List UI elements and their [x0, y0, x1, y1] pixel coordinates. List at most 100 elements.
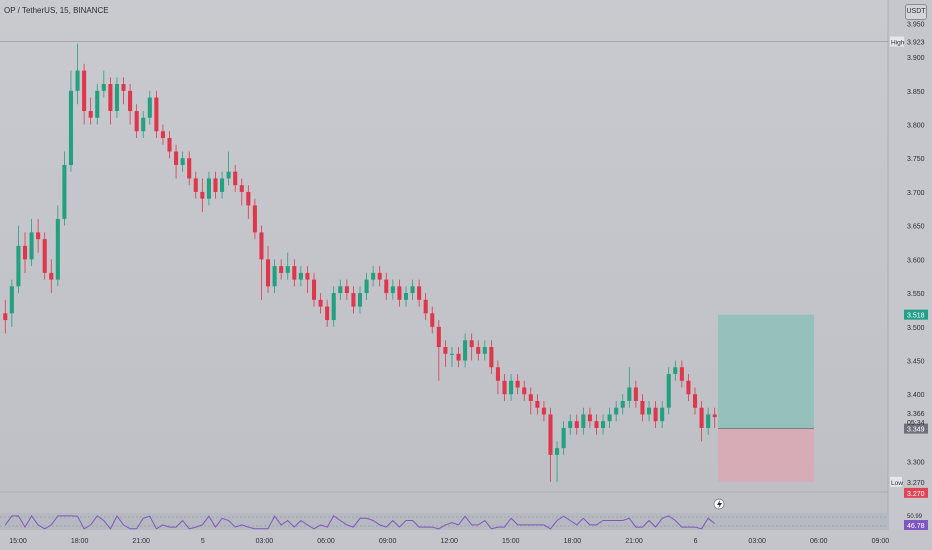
candle-body-107 [706, 414, 711, 428]
stop-price-tag [904, 487, 928, 498]
candle-body-75 [495, 367, 500, 381]
candle-body-82 [541, 407, 546, 415]
y-tick-label-11: 3.400 [907, 392, 925, 399]
candle-body-68 [449, 353, 454, 355]
candle-body-102 [673, 367, 678, 374]
indicator-value-label: 46.78 [907, 523, 925, 530]
candle-body-36 [239, 185, 244, 192]
candle-body-7 [49, 272, 54, 280]
stop-price-label: 3.270 [907, 491, 925, 498]
candle-body-66 [436, 326, 441, 348]
candle-body-6 [42, 239, 47, 273]
candle-body-2 [16, 245, 21, 287]
candle-body-77 [509, 380, 514, 395]
entry-price-tag [904, 423, 928, 434]
candle-body-38 [252, 205, 257, 233]
low-tag [890, 476, 902, 487]
candle-body-90 [594, 421, 599, 428]
candle-body-10 [68, 90, 74, 165]
candle-body-74 [489, 347, 494, 368]
y-tick-label-2: 3.850 [907, 89, 925, 96]
x-tick-label-11: 6 [694, 538, 698, 545]
candle-body-73 [482, 347, 487, 354]
y-tick-label-9: 3.500 [907, 325, 925, 332]
x-tick-label-2: 21:00 [132, 538, 150, 545]
candle-body-105 [692, 394, 698, 408]
candle-body-84 [555, 448, 560, 455]
candle-body-22 [147, 97, 152, 118]
candle-body-9 [62, 164, 67, 219]
candle-body-69 [456, 353, 461, 361]
candle-body-33 [220, 178, 225, 192]
candle-body-16 [108, 84, 113, 112]
candle-body-52 [344, 286, 349, 294]
candle-body-24 [160, 131, 165, 138]
candle-body-65 [430, 313, 435, 327]
candle-body-81 [535, 400, 540, 408]
candle-body-63 [417, 286, 422, 300]
indicator-pane [0, 513, 888, 530]
candle-body-40 [266, 259, 271, 287]
candle-body-78 [515, 380, 520, 388]
candle-body-31 [206, 178, 211, 199]
candle-body-103 [679, 367, 684, 381]
price-axis-panel [888, 0, 932, 550]
candle-body-8 [55, 218, 60, 280]
candle-body-62 [410, 286, 415, 294]
candle-body-58 [384, 279, 389, 294]
candle-body-67 [443, 347, 448, 354]
candle-body-61 [403, 293, 409, 300]
candle-body-28 [187, 158, 192, 179]
y-tick-label-5: 3.700 [907, 190, 925, 197]
candle-body-53 [351, 293, 356, 307]
position-target-zone [718, 314, 814, 429]
candle-body-50 [331, 293, 336, 321]
high-value: 3.923 [907, 40, 925, 47]
candle-body-3 [22, 245, 28, 260]
candle-body-34 [226, 171, 231, 179]
candle-body-47 [311, 279, 317, 300]
x-tick-label-12: 03:00 [748, 538, 766, 545]
candle-body-101 [666, 374, 671, 408]
candle-body-92 [607, 414, 612, 422]
target-price-label: 3.518 [907, 313, 925, 320]
candle-body-96 [633, 387, 638, 401]
low-value: 3.270 [907, 480, 925, 487]
candle-body-1 [9, 286, 14, 314]
x-tick-label-4: 03:00 [256, 538, 274, 545]
candle-body-72 [476, 347, 481, 354]
candle-body-37 [246, 191, 251, 206]
high-tag [890, 36, 904, 47]
candle-body-60 [397, 286, 402, 300]
position-stop-zone [718, 428, 814, 482]
y-tick-label-7: 3.600 [907, 257, 925, 264]
time-axis-panel [0, 530, 932, 550]
candle-body-108 [712, 414, 717, 418]
x-tick-label-6: 09:00 [379, 538, 397, 545]
candle-body-56 [371, 272, 376, 280]
candle-body-54 [357, 293, 363, 307]
candle-body-99 [653, 407, 658, 422]
candle-body-19 [128, 90, 133, 112]
candle-body-14 [95, 90, 100, 118]
candle-body-93 [614, 407, 619, 415]
candle-body-27 [180, 158, 185, 165]
currency-button[interactable]: USDT [905, 4, 927, 20]
candle-body-5 [36, 232, 41, 240]
x-tick-label-9: 18:00 [564, 538, 582, 545]
y-tick-label-8: 3.550 [907, 291, 925, 298]
candle-body-0 [3, 313, 8, 321]
entry-price-label: 3.349 [907, 427, 925, 434]
candle-body-71 [469, 340, 474, 348]
y-tick-label-0: 3.950 [907, 21, 925, 28]
x-tick-label-5: 06:00 [317, 538, 335, 545]
candle-body-45 [298, 272, 303, 280]
x-tick-label-0: 15:00 [9, 538, 27, 545]
candle-body-35 [233, 171, 238, 186]
candle-body-23 [154, 97, 159, 132]
candle-body-88 [581, 414, 586, 428]
candle-body-29 [193, 178, 198, 192]
indicator-upper-label: 50.99 [907, 514, 923, 520]
